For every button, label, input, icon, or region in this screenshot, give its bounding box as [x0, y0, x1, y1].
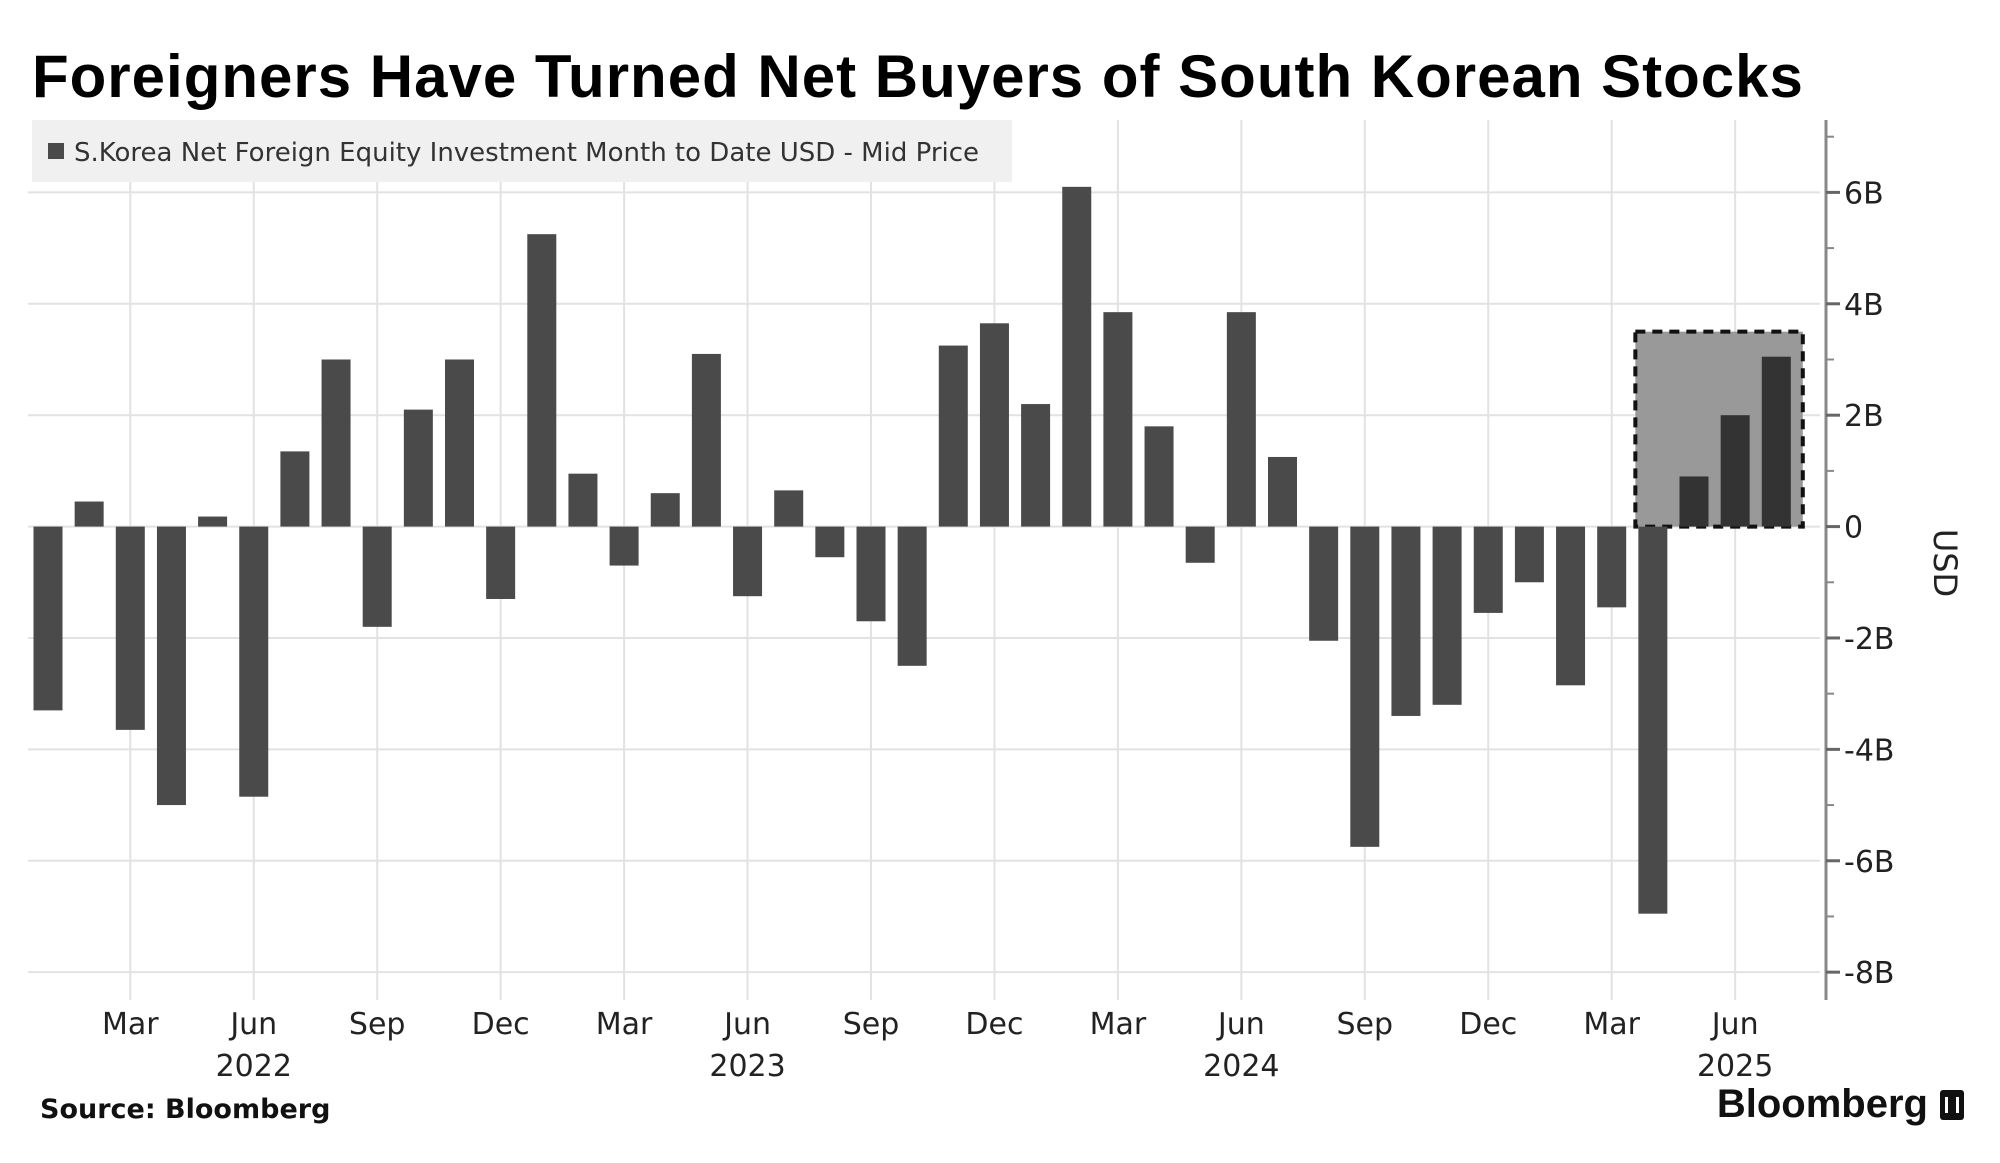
x-tick-label: Dec — [1459, 1007, 1517, 1042]
bar-2023-12 — [979, 323, 1009, 527]
x-tick-label: Sep — [1337, 1007, 1394, 1042]
x-tick-label: Dec — [472, 1007, 530, 1042]
x-tick-label: Jun — [1710, 1007, 1759, 1042]
bar-2023-01 — [527, 234, 557, 527]
bar-2023-03 — [609, 526, 639, 566]
bars — [33, 186, 1791, 914]
bar-2024-12 — [1473, 526, 1503, 613]
y-axis-label: USD — [1926, 529, 1964, 597]
x-year-label: 2023 — [709, 1049, 785, 1084]
bar-2025-02 — [1556, 526, 1586, 686]
bar-2024-08 — [1309, 526, 1339, 641]
y-tick-label: -4B — [1844, 733, 1895, 768]
bar-2022-08 — [321, 359, 351, 527]
y-tick-label: 0 — [1844, 511, 1863, 546]
bar-2022-09 — [362, 526, 392, 627]
x-tick-label: Mar — [1090, 1007, 1147, 1042]
bar-2023-06 — [733, 526, 763, 597]
legend-background — [32, 120, 1012, 182]
bar-2025-06 — [1720, 415, 1750, 527]
bar-2024-07 — [1268, 456, 1297, 527]
source-note: Source: Bloomberg — [40, 1094, 331, 1125]
bar-2022-12 — [486, 526, 516, 599]
bar-2022-11 — [445, 359, 474, 527]
y-tick-label: -8B — [1844, 956, 1895, 991]
brand-name: Bloomberg — [1716, 1082, 1928, 1126]
x-tick-label: Jun — [722, 1007, 771, 1042]
bar-2022-05 — [198, 516, 228, 527]
bar-2022-06 — [239, 526, 269, 797]
bar-2024-01 — [1021, 404, 1051, 527]
bar-2025-01 — [1514, 526, 1544, 583]
bar-2023-10 — [897, 526, 927, 666]
x-tick-label: Mar — [1583, 1007, 1640, 1042]
bar-2024-02 — [1062, 186, 1092, 527]
x-tick-label: Sep — [349, 1007, 406, 1042]
y-tick-label: 4B — [1844, 288, 1884, 323]
bar-2022-02 — [74, 501, 104, 527]
bar-2025-07 — [1761, 356, 1791, 527]
x-tick-label: Jun — [228, 1007, 277, 1042]
bar-2023-09 — [856, 526, 886, 622]
bar-2024-04 — [1144, 426, 1174, 527]
bar-2023-05 — [691, 353, 721, 527]
bar-2023-08 — [815, 526, 845, 558]
x-tick-label: Sep — [843, 1007, 900, 1042]
bar-2025-04 — [1638, 526, 1668, 914]
bar-2024-06 — [1226, 312, 1256, 527]
x-tick-label: Mar — [596, 1007, 653, 1042]
bar-2022-01 — [33, 526, 63, 711]
y-tick-label: 2B — [1844, 399, 1884, 434]
x-axis: Mar Jun Sep Dec Mar Jun Sep Dec Mar Jun Sep Dec Mar J… — [102, 1007, 1773, 1084]
bar-2023-02 — [568, 473, 598, 527]
bar-2024-05 — [1185, 526, 1215, 563]
x-year-label: 2025 — [1697, 1049, 1773, 1084]
y-axis: 6B 4B 2B 0 -2B -4B -6B -8B — [1824, 120, 1895, 1000]
bloomberg-terminal-icon — [1940, 1089, 1964, 1120]
x-tick-label: Jun — [1216, 1007, 1265, 1042]
bar-2025-03 — [1597, 526, 1627, 608]
bar-2022-10 — [403, 409, 433, 527]
bar-2022-03 — [115, 526, 145, 730]
x-year-label: 2024 — [1203, 1049, 1279, 1084]
x-tick-label: Dec — [965, 1007, 1023, 1042]
legend: S.Korea Net Foreign Equity Investment Mo… — [32, 120, 1012, 182]
bar-2025-05 — [1679, 476, 1709, 527]
y-tick-label: 6B — [1844, 176, 1884, 211]
bar-2023-11 — [938, 345, 968, 527]
x-tick-label: Mar — [102, 1007, 159, 1042]
bar-2024-10 — [1391, 526, 1421, 716]
y-tick-label: -6B — [1844, 845, 1895, 880]
bar-2024-09 — [1350, 526, 1380, 847]
bar-2024-11 — [1432, 526, 1462, 705]
bar-2022-04 — [156, 526, 186, 806]
bar-2023-07 — [774, 490, 804, 527]
bar-2022-07 — [280, 451, 310, 527]
x-year-label: 2022 — [216, 1049, 292, 1084]
bloomberg-logo: Bloomberg — [1717, 1082, 1964, 1127]
legend-swatch — [48, 143, 64, 159]
bar-2024-03 — [1103, 312, 1133, 527]
y-tick-label: -2B — [1844, 622, 1895, 657]
legend-label: S.Korea Net Foreign Equity Investment Mo… — [74, 138, 979, 168]
bar-2023-04 — [650, 493, 680, 527]
chart-title: Foreigners Have Turned Net Buyers of Sou… — [32, 43, 1804, 110]
